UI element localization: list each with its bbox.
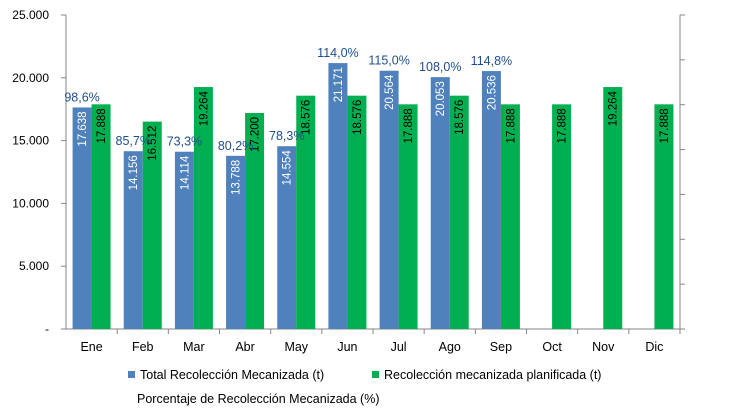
data-label-planned: 18.576 (352, 100, 364, 135)
data-label-planned: 19.264 (198, 90, 210, 126)
percentage-label: 98,6% (64, 90, 99, 104)
data-label-planned: 18.576 (301, 100, 313, 135)
bar-planned (142, 121, 162, 329)
bar-planned (398, 104, 418, 329)
percentage-label: 115,0% (368, 54, 409, 68)
legend-item-total: Total Recolección Mecanizada (t) (128, 368, 324, 382)
percentage-label: 80,2% (218, 139, 253, 153)
bar-total (481, 71, 501, 329)
percentage-label: 108,0% (419, 60, 461, 74)
data-label-total: 13.788 (231, 160, 243, 195)
data-label-total: 20.536 (486, 75, 498, 110)
data-label-planned: 17.888 (659, 108, 671, 143)
x-tick-label: Feb (132, 340, 154, 354)
bar-total (277, 146, 297, 329)
x-tick-label: Nov (592, 340, 615, 354)
bar-planned (552, 104, 572, 329)
x-tick-label: Abr (235, 340, 254, 354)
data-label-total: 20.564 (384, 74, 396, 110)
percentage-label: 114,0% (317, 46, 358, 60)
x-tick-label: Ene (80, 340, 102, 354)
x-tick-label: Ago (439, 340, 461, 354)
data-label-planned: 17.200 (250, 117, 262, 152)
bar-planned (347, 95, 367, 329)
bar-total (174, 151, 194, 329)
legend-swatch-planned (372, 371, 379, 378)
x-tick-label: Jul (391, 340, 407, 354)
x-tick-label: Jun (337, 340, 357, 354)
data-label-planned: 17.888 (403, 108, 415, 143)
y-tick-label: 15.000 (12, 134, 49, 148)
y-tick-label: 10.000 (12, 196, 49, 210)
x-tick-label: Sep (490, 340, 512, 354)
y-tick-label: - (45, 322, 49, 336)
y-tick-label: 20.000 (12, 71, 49, 85)
data-label-planned: 19.264 (608, 90, 620, 126)
bar-total (379, 70, 399, 330)
bar-total (123, 151, 143, 329)
data-label-planned: 18.576 (454, 100, 466, 135)
data-label-total: 17.638 (77, 111, 89, 146)
bar-total (72, 107, 92, 329)
percentage-label: 85,7% (116, 134, 151, 148)
bar-planned (296, 95, 316, 329)
data-label-planned: 16.512 (147, 126, 159, 161)
data-label-total: 14.114 (179, 155, 191, 190)
legend-item-percentage: Porcentaje de Recolección Mecanizada (%) (137, 392, 380, 406)
bar-planned (603, 87, 623, 329)
bar-planned (91, 104, 111, 329)
data-label-planned: 17.888 (96, 108, 108, 143)
bar-total (328, 63, 348, 330)
bar-total (430, 77, 450, 329)
bar-planned (193, 87, 213, 329)
data-label-total: 14.156 (128, 155, 140, 190)
bar-planned (245, 112, 265, 329)
bar-planned (500, 104, 520, 329)
data-label-total: 21.171 (333, 67, 345, 102)
legend-item-planned: Recolección mecanizada planificada (t) (372, 368, 601, 382)
x-tick-label: Oct (542, 340, 562, 354)
data-label-planned: 17.888 (505, 108, 517, 143)
percentage-label: 73,3% (167, 135, 202, 149)
y-tick-label: 5.000 (19, 259, 49, 273)
percentage-label: 78,3% (269, 129, 304, 143)
bar-planned (654, 104, 674, 329)
x-tick-label: May (284, 340, 308, 354)
x-tick-label: Dic (645, 340, 663, 354)
legend-label-total: Total Recolección Mecanizada (t) (140, 368, 325, 382)
bar-total (226, 155, 246, 329)
x-tick-label: Mar (183, 340, 205, 354)
y-tick-label: 25.000 (12, 8, 49, 22)
percentage-label: 114,8% (471, 54, 512, 68)
legend-swatch-total (128, 371, 135, 378)
data-label-total: 14.554 (282, 150, 294, 186)
data-label-planned: 17.888 (557, 108, 569, 143)
data-label-total: 20.053 (435, 81, 447, 116)
legend-label-planned: Recolección mecanizada planificada (t) (384, 368, 602, 382)
legend-label-percentage: Porcentaje de Recolección Mecanizada (%) (137, 392, 380, 406)
bar-planned (449, 95, 469, 329)
